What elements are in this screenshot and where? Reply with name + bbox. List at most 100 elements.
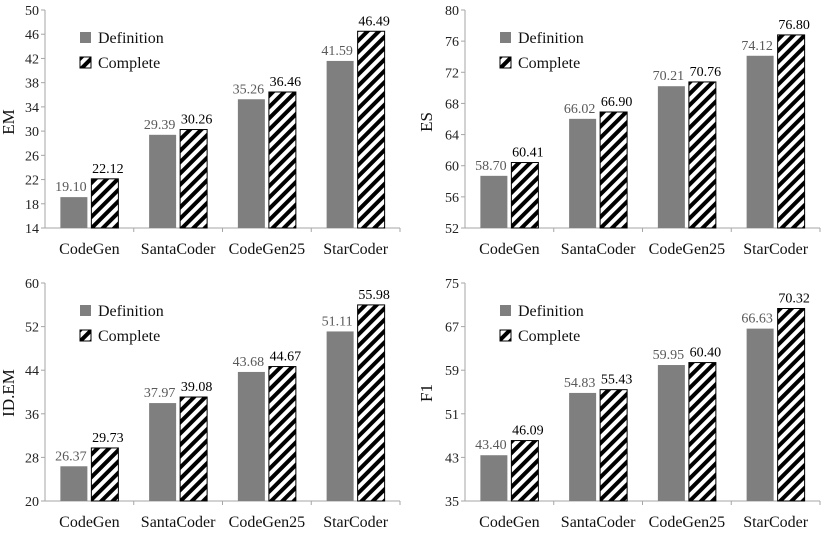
bar-complete-starcoder xyxy=(357,30,386,229)
legend-label-complete: Complete xyxy=(98,55,160,72)
bar-definition-starcoder xyxy=(326,60,354,229)
y-tick-label: 46 xyxy=(25,28,39,43)
legend-label-definition: Definition xyxy=(98,30,164,47)
y-tick-label: 38 xyxy=(25,77,39,92)
x-tick-label: CodeGen25 xyxy=(229,514,305,531)
bar-definition-starcoder xyxy=(326,331,354,501)
bar-complete-santacoder xyxy=(599,111,628,229)
data-label-complete: 76.80 xyxy=(778,18,810,33)
legend-swatch-definition xyxy=(500,32,511,43)
x-tick-label: CodeGen xyxy=(59,241,119,258)
data-label-definition: 58.70 xyxy=(475,159,507,174)
bar-definition-codegen xyxy=(60,197,88,228)
y-tick-label: 76 xyxy=(445,35,459,50)
data-label-definition: 29.39 xyxy=(144,118,176,133)
x-tick-label: StarCoder xyxy=(323,241,389,258)
legend-swatch-complete xyxy=(79,329,92,342)
y-tick-label: 60 xyxy=(445,160,459,175)
legend-swatch-complete xyxy=(499,56,512,69)
bar-definition-santacoder xyxy=(149,134,177,228)
data-label-definition: 66.02 xyxy=(564,102,596,117)
bar-complete-codegen25 xyxy=(268,366,297,502)
x-tick-label: SantaCoder xyxy=(561,514,636,531)
y-tick-label: 51 xyxy=(445,408,459,423)
data-label-complete: 66.90 xyxy=(601,95,633,110)
data-label-complete: 46.49 xyxy=(358,14,390,29)
y-tick-label: 68 xyxy=(445,97,459,112)
legend-swatch-definition xyxy=(500,305,511,316)
y-tick-label: 34 xyxy=(25,101,39,116)
legend-label-definition: Definition xyxy=(518,303,584,320)
bar-definition-codegen xyxy=(480,175,508,228)
data-label-definition: 35.26 xyxy=(233,82,265,97)
data-label-definition: 74.12 xyxy=(741,39,773,54)
bar-definition-codegen xyxy=(60,466,88,501)
legend-label-definition: Definition xyxy=(98,303,164,320)
legend-label-complete: Complete xyxy=(98,328,160,345)
x-tick-label: CodeGen xyxy=(479,514,539,531)
x-tick-label: CodeGen25 xyxy=(649,514,725,531)
y-tick-label: 14 xyxy=(25,222,39,237)
legend-label-complete: Complete xyxy=(518,55,580,72)
chart-panel-id-em: 20 28 36 44 52 60 ID.EM 26.37 29.73 CodeGen 37.97 3… xyxy=(0,277,401,531)
data-label-complete: 30.26 xyxy=(181,113,213,128)
y-tick-label: 43 xyxy=(445,451,459,466)
data-label-definition: 43.68 xyxy=(233,355,265,370)
data-label-complete: 60.40 xyxy=(690,346,722,361)
bar-complete-codegen25 xyxy=(268,91,297,229)
bar-definition-codegen25 xyxy=(237,371,265,501)
legend-swatch-definition xyxy=(80,32,91,43)
y-axis-title: EM xyxy=(0,109,18,135)
x-tick-label: CodeGen25 xyxy=(649,241,725,258)
y-tick-label: 56 xyxy=(445,191,459,206)
bar-definition-codegen xyxy=(480,455,508,501)
y-axis-title: F1 xyxy=(417,384,436,402)
data-label-complete: 44.67 xyxy=(270,350,302,365)
y-tick-label: 72 xyxy=(445,66,459,81)
y-tick-label: 30 xyxy=(25,125,39,140)
y-tick-label: 42 xyxy=(25,52,39,67)
x-tick-label: StarCoder xyxy=(323,514,389,531)
bar-complete-codegen25 xyxy=(688,81,717,229)
data-label-complete: 46.09 xyxy=(512,424,544,439)
bar-definition-starcoder xyxy=(746,55,774,228)
bar-complete-codegen xyxy=(510,162,539,229)
legend-label-definition: Definition xyxy=(518,30,584,47)
bar-definition-santacoder xyxy=(569,392,597,501)
data-label-definition: 54.83 xyxy=(564,376,596,391)
chart-panel-em: 14182226303438424650EM19.1022.12CodeGen2… xyxy=(0,4,401,258)
data-label-complete: 55.43 xyxy=(601,373,633,388)
y-tick-label: 60 xyxy=(25,277,39,292)
legend-swatch-definition xyxy=(80,305,91,316)
y-tick-label: 67 xyxy=(445,321,459,336)
bar-definition-santacoder xyxy=(149,403,177,501)
chart-panel-es: 52 56 60 64 68 72 76 80 ES 58.70 60.41 CodeGen 66.02… xyxy=(417,4,821,258)
bar-definition-santacoder xyxy=(569,118,597,228)
data-label-complete: 39.08 xyxy=(181,380,213,395)
bar-complete-starcoder xyxy=(777,34,806,229)
data-label-definition: 26.37 xyxy=(55,449,87,464)
legend-swatch-complete xyxy=(79,56,92,69)
bar-complete-santacoder xyxy=(599,389,628,502)
y-tick-label: 50 xyxy=(25,4,39,19)
y-tick-label: 20 xyxy=(25,495,39,510)
data-label-definition: 41.59 xyxy=(321,44,353,59)
bar-definition-codegen25 xyxy=(237,99,265,229)
data-label-definition: 43.40 xyxy=(475,438,507,453)
data-label-definition: 66.63 xyxy=(741,312,773,327)
data-label-definition: 70.21 xyxy=(653,69,685,84)
bar-complete-codegen xyxy=(90,178,119,229)
x-tick-label: CodeGen25 xyxy=(229,241,305,258)
y-axis-title: ES xyxy=(417,112,436,132)
bar-definition-codegen25 xyxy=(657,365,685,501)
bar-complete-starcoder xyxy=(357,304,386,502)
legend-swatch-complete xyxy=(499,329,512,342)
y-tick-label: 18 xyxy=(25,198,39,213)
x-tick-label: StarCoder xyxy=(743,514,809,531)
bar-definition-starcoder xyxy=(746,328,774,501)
bar-complete-codegen xyxy=(90,447,119,502)
bar-complete-santacoder xyxy=(179,129,208,229)
data-label-definition: 51.11 xyxy=(322,314,353,329)
data-label-complete: 22.12 xyxy=(92,162,124,177)
